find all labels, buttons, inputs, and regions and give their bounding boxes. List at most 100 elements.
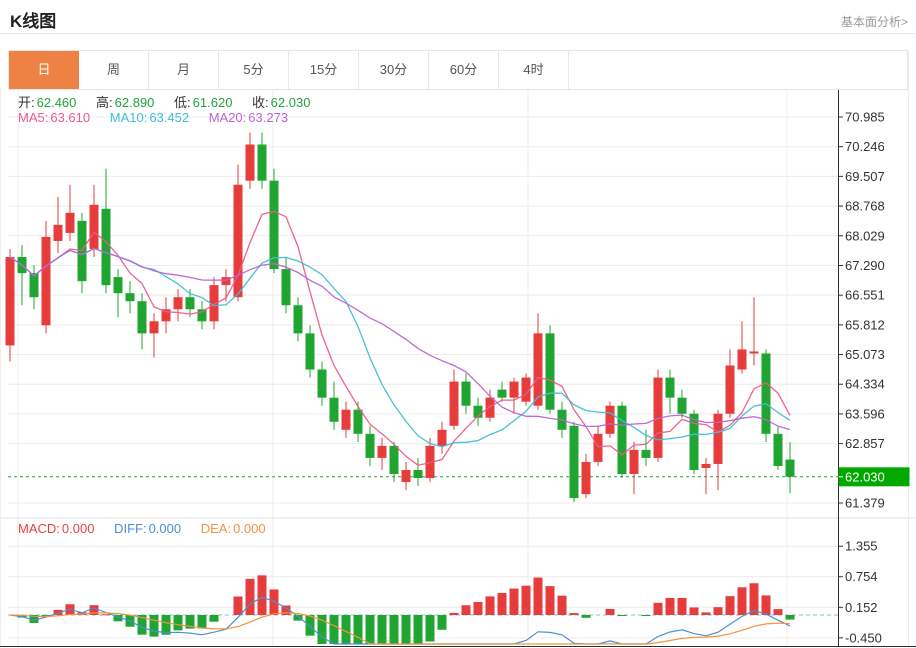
candle [617, 405, 627, 474]
dea-line [9, 612, 791, 645]
tab-15min[interactable]: 15分 [289, 51, 359, 89]
ma10-line [9, 247, 791, 448]
candle [533, 333, 543, 406]
candle [725, 365, 735, 414]
macd-histogram [17, 575, 795, 644]
candle [713, 413, 723, 464]
candle [629, 449, 639, 474]
candle [101, 208, 111, 286]
tab-week[interactable]: 周 [79, 51, 149, 89]
tab-day[interactable]: 日 [9, 51, 79, 89]
candle [257, 144, 267, 181]
candle [449, 381, 459, 426]
svg-text:61.379: 61.379 [845, 495, 885, 510]
candle [761, 353, 771, 434]
diff-value: DIFF: 0.000 [114, 521, 182, 536]
candle [497, 389, 507, 398]
low-readout: 低: 61.620 [174, 95, 233, 110]
candle [461, 381, 471, 406]
page-title: K线图 [10, 12, 57, 31]
candle [5, 257, 15, 346]
tab-30min[interactable]: 30分 [359, 51, 429, 89]
candle [89, 204, 99, 249]
candle [209, 285, 219, 322]
candle [125, 293, 135, 302]
high-readout: 高: 62.890 [96, 95, 155, 110]
candle [401, 469, 411, 483]
price-axis: 70.985 70.246 69.507 68.768 68.029 67.290 66.5… [0, 88, 916, 647]
candle [593, 433, 603, 462]
candle [389, 445, 399, 474]
candle [329, 397, 339, 422]
candle [269, 180, 279, 270]
candle [701, 463, 711, 468]
ma20-line [9, 247, 791, 431]
candle [545, 333, 555, 410]
svg-text:65.812: 65.812 [845, 317, 885, 332]
candle [689, 413, 699, 470]
svg-text:62.030: 62.030 [845, 469, 885, 484]
svg-text:63.596: 63.596 [845, 406, 885, 421]
candle [785, 459, 795, 477]
candle [149, 321, 159, 334]
candle [437, 429, 447, 446]
candle [677, 397, 687, 414]
svg-text:66.551: 66.551 [845, 288, 885, 303]
candle [161, 309, 171, 322]
candle [377, 445, 387, 458]
svg-text:0.754: 0.754 [845, 569, 878, 584]
candle [245, 144, 255, 181]
close-readout: 收: 62.030 [252, 95, 311, 110]
candle [221, 277, 231, 286]
grid-lines [0, 51, 916, 646]
candle [749, 351, 759, 354]
candle [197, 309, 207, 322]
candle [485, 397, 495, 418]
candle [581, 461, 591, 495]
candle [137, 301, 147, 334]
ma-readout: MA5: 63.610 MA10: 63.452 MA20: 63.273 [18, 110, 304, 125]
candle [473, 405, 483, 418]
svg-text:70.985: 70.985 [845, 110, 885, 125]
candle [353, 409, 363, 434]
candle [521, 377, 531, 402]
candle [185, 297, 195, 310]
candle [569, 425, 579, 499]
tab-60min[interactable]: 60分 [429, 51, 499, 89]
tab-5min[interactable]: 5分 [219, 51, 289, 89]
candle-series [5, 132, 795, 503]
svg-text:68.768: 68.768 [845, 199, 885, 214]
candle [293, 305, 303, 334]
candle [305, 333, 315, 370]
candle [53, 224, 63, 241]
tab-4hour[interactable]: 4时 [499, 51, 569, 89]
svg-text:70.246: 70.246 [845, 139, 885, 154]
interval-tabs: 日 周 月 5分 15分 30分 60分 4时 [8, 50, 908, 90]
candle [425, 445, 435, 479]
dea-value: DEA: 0.000 [200, 521, 266, 536]
candle [605, 405, 615, 434]
svg-text:69.507: 69.507 [845, 169, 885, 184]
candle [41, 236, 51, 326]
ma20-readout: MA20: 63.273 [208, 110, 289, 125]
candle [317, 369, 327, 398]
svg-text:1.355: 1.355 [845, 539, 878, 554]
candle [773, 433, 783, 466]
candle [233, 184, 243, 298]
fundamental-analysis-link[interactable]: 基本面分析> [840, 15, 908, 29]
candle [173, 297, 183, 310]
candle [281, 269, 291, 306]
tab-month[interactable]: 月 [149, 51, 219, 89]
candle [65, 212, 75, 233]
current-price-badge: 62.030 [838, 467, 910, 487]
candle [341, 409, 351, 430]
svg-text:67.290: 67.290 [845, 258, 885, 273]
candle [365, 433, 375, 458]
candle [737, 349, 747, 370]
header-divider [0, 33, 916, 34]
candle [113, 277, 123, 294]
open-readout: 开: 62.460 [18, 95, 77, 110]
svg-text:62.857: 62.857 [845, 436, 885, 451]
candle [413, 469, 423, 479]
